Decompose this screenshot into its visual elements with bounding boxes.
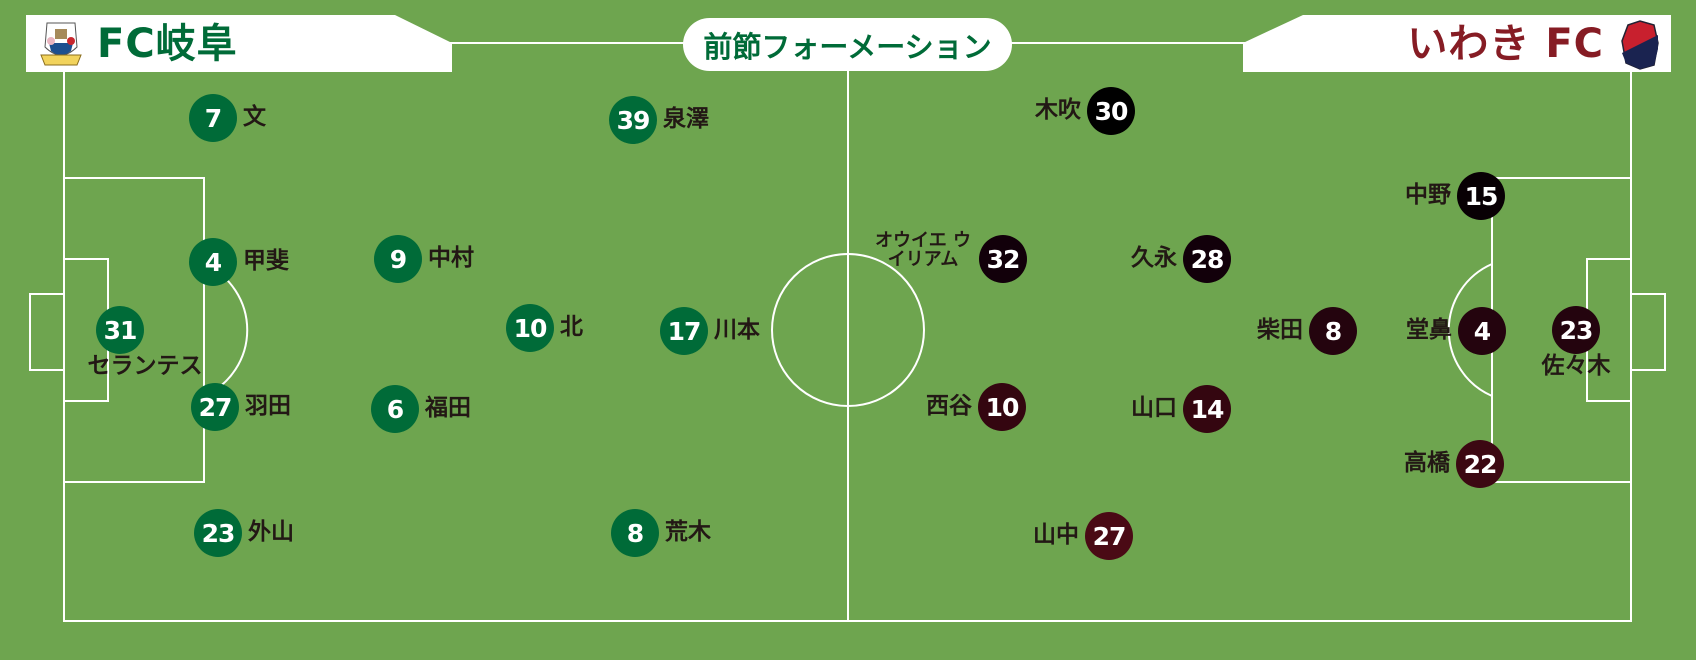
player-number: 8 [611, 509, 659, 557]
player-name: 西谷 [926, 393, 972, 419]
player-name: 外山 [248, 519, 294, 545]
player-number: 10 [978, 383, 1026, 431]
away-team-name: いわき FC [1407, 21, 1604, 67]
player-number: 9 [374, 235, 422, 283]
player-name: 柴田 [1257, 317, 1303, 343]
player-number: 14 [1183, 385, 1231, 433]
away-goal [1630, 293, 1666, 371]
home-header-panel [26, 15, 452, 72]
formation-title: 前節フォーメーション [683, 18, 1012, 71]
player-name: オウイエ ウイリアム [874, 230, 972, 270]
player-number: 4 [189, 238, 237, 286]
player-number: 30 [1087, 87, 1135, 135]
player-number: 39 [609, 96, 657, 144]
away-penalty-arc [1447, 263, 1493, 397]
player-name: 中野 [1405, 182, 1451, 208]
player-name: 久永 [1131, 245, 1177, 271]
player-number: 27 [191, 383, 239, 431]
home-team-name: FC岐阜 [97, 21, 238, 67]
player-name: 荒木 [665, 519, 711, 545]
player-number: 8 [1309, 307, 1357, 355]
player-number: 22 [1456, 440, 1504, 488]
player-name: 羽田 [245, 393, 291, 419]
player-name: 川本 [714, 317, 760, 343]
player-number: 10 [506, 304, 554, 352]
center-circle [771, 253, 925, 407]
player-number: 7 [189, 94, 237, 142]
player-name: 高橋 [1404, 450, 1450, 476]
player-name: 山中 [1033, 522, 1079, 548]
fc-gifu-logo [40, 22, 82, 66]
player-number: 4 [1458, 307, 1506, 355]
player-number: 28 [1183, 235, 1231, 283]
player-name: 文 [243, 104, 266, 130]
player-name: 山口 [1131, 395, 1177, 421]
player-number: 23 [194, 509, 242, 557]
player-number: 32 [979, 235, 1027, 283]
player-number: 31 [96, 306, 144, 354]
player-number: 17 [660, 307, 708, 355]
player-name: 木吹 [1035, 97, 1081, 123]
player-number: 23 [1552, 306, 1600, 354]
player-name: 泉澤 [663, 106, 709, 132]
player-name: 中村 [428, 245, 474, 271]
player-name: 佐々木 [1541, 353, 1611, 379]
player-name: 福田 [425, 395, 471, 421]
player-number: 15 [1457, 172, 1505, 220]
iwaki-fc-logo [1621, 20, 1659, 70]
player-name: 堂鼻 [1406, 317, 1452, 343]
player-name: 北 [560, 314, 583, 340]
player-name: 甲斐 [243, 248, 289, 274]
player-number: 6 [371, 385, 419, 433]
away-header-panel [1243, 15, 1671, 72]
home-goal [29, 293, 65, 371]
player-name: セランテス [87, 353, 203, 379]
player-number: 27 [1085, 512, 1133, 560]
